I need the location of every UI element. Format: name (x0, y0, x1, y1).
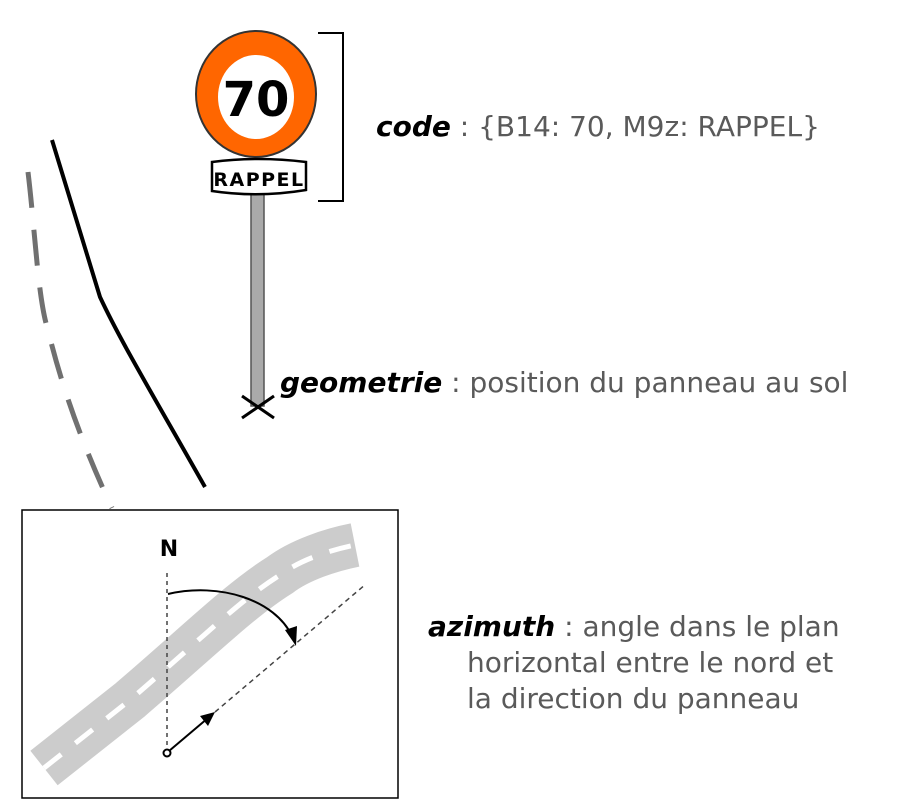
code-term: code (376, 110, 451, 143)
azimuth-arc (167, 589, 293, 637)
code-label: code : {B14: 70, M9z: RAPPEL} (376, 110, 820, 144)
speed-value: 70 (223, 72, 290, 128)
direction-line (214, 583, 367, 713)
azimuth-text-line2: horizontal entre le nord et (467, 646, 834, 679)
azimuth-text-line3: la direction du panneau (467, 682, 800, 715)
road-edge-solid (50, 139, 207, 488)
inset-road (30, 523, 360, 786)
azimuth-term: azimuth (428, 610, 556, 643)
direction-arrow (168, 717, 209, 752)
geometrie-term: geometrie (280, 366, 443, 399)
arc-arrowhead (285, 626, 297, 646)
geometrie-text: : position du panneau au sol (442, 366, 849, 399)
azimuth-label: azimuth : angle dans le plan (428, 610, 840, 644)
speed-limit-sign: 70 (195, 30, 317, 158)
azimuth-text-line1: : angle dans le plan (555, 610, 840, 643)
geometrie-label: geometrie : position du panneau au sol (280, 366, 848, 400)
rappel-text: RAPPEL (213, 169, 304, 191)
code-bracket (318, 32, 344, 202)
code-text: : {B14: 70, M9z: RAPPEL} (450, 110, 820, 143)
north-label: N (160, 537, 178, 562)
ground-position-marker (241, 394, 275, 420)
sign-pole (250, 191, 265, 407)
road-edge-dashed (25, 171, 115, 510)
sign-origin-point (162, 748, 172, 758)
rappel-panel: RAPPEL (210, 157, 308, 196)
direction-arrowhead (200, 712, 215, 726)
